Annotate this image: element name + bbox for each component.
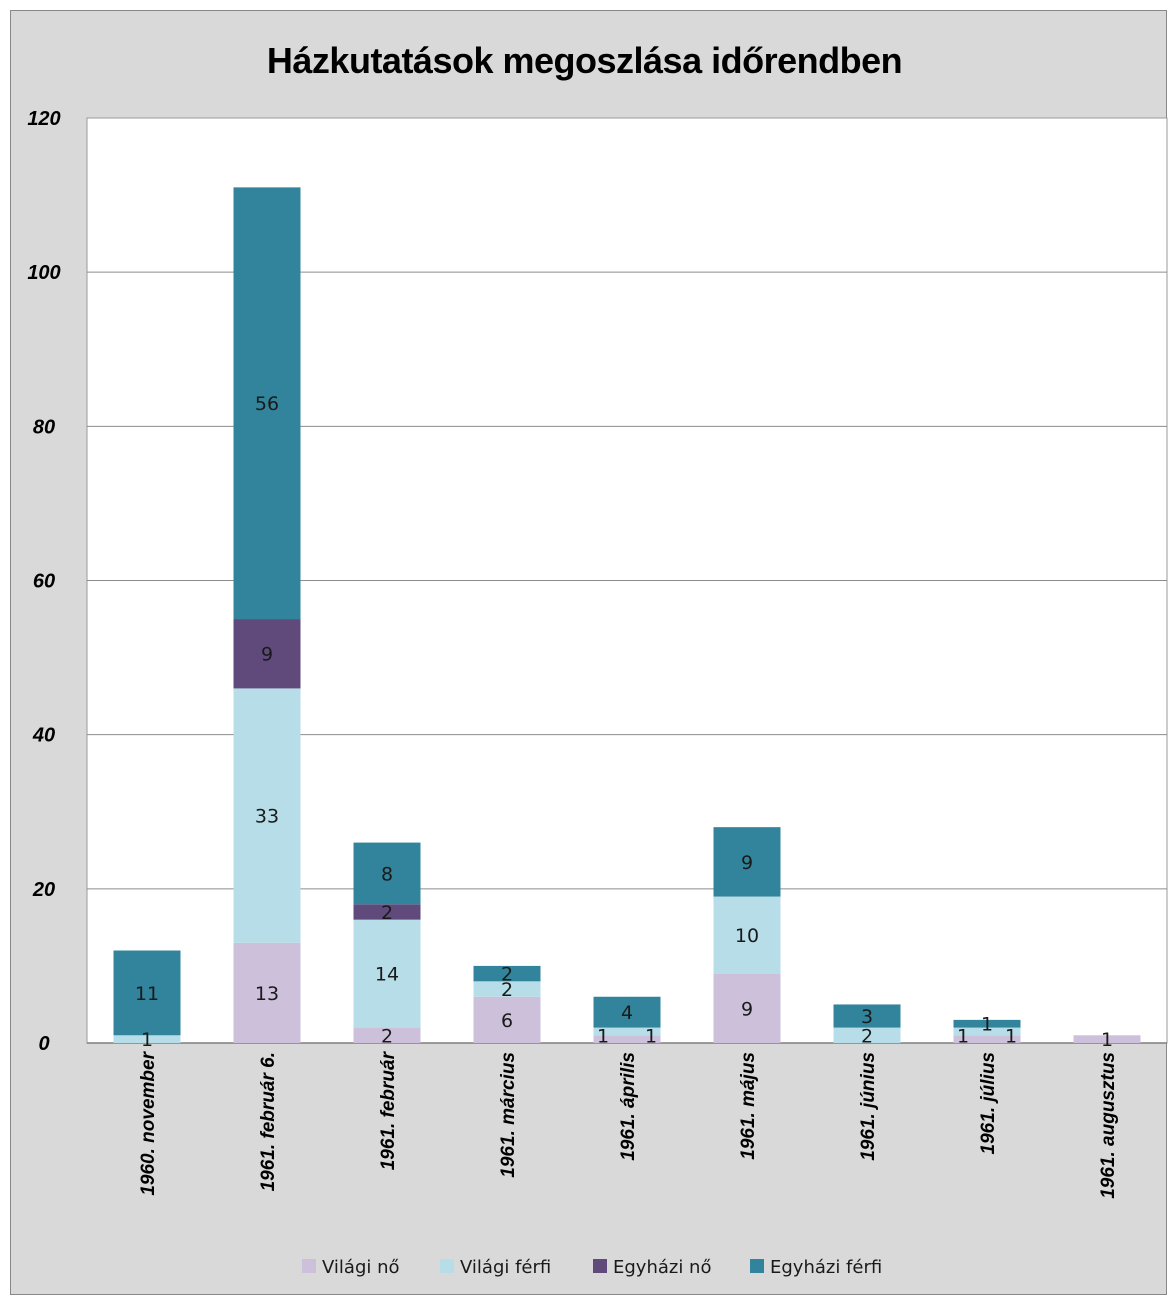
y-tick-label-80: 80	[33, 416, 55, 438]
data-label-5-series-0: 9	[741, 998, 753, 1020]
bar-4-series-1	[593, 1027, 661, 1036]
x-tick-label-6: 1961. június	[858, 1052, 879, 1161]
data-label-1-series-2: 9	[261, 644, 273, 666]
bar-7-series-0	[953, 1035, 1021, 1043]
data-label-4-series-0: 1	[597, 1025, 609, 1047]
data-label-3-series-3: 2	[501, 964, 513, 986]
data-label-4-series-1: 1	[645, 1025, 657, 1047]
bar-5-series-0	[713, 973, 781, 1043]
bar-6-series-3	[833, 1004, 901, 1028]
data-label-6-series-1: 2	[861, 1025, 873, 1047]
legend-label-0: Világi nő	[322, 1257, 400, 1278]
y-tick-label-120: 120	[27, 108, 60, 130]
data-label-1-series-0: 13	[255, 983, 279, 1005]
bar-4-series-0	[593, 1035, 661, 1043]
x-tick-label-3: 1961. március	[498, 1052, 519, 1178]
legend-swatch-1	[440, 1259, 454, 1273]
bar-3-series-3	[473, 965, 541, 982]
legend-label-1: Világi férfi	[460, 1257, 551, 1278]
y-tick-label-0: 0	[38, 1033, 49, 1055]
data-label-5-series-1: 10	[735, 925, 759, 947]
bar-2-series-0	[353, 1027, 421, 1043]
bar-0-series-3	[113, 950, 181, 1036]
legend-label-3: Egyházi férfi	[770, 1257, 882, 1278]
data-label-4-series-3: 4	[621, 1002, 633, 1024]
data-label-7-series-3: 1	[981, 1014, 993, 1036]
bar-1-series-0	[233, 942, 301, 1043]
data-label-0-series-3: 11	[135, 983, 159, 1005]
data-label-3-series-1: 2	[501, 979, 513, 1001]
bar-3-series-1	[473, 981, 541, 997]
bar-6-series-1	[833, 1027, 901, 1043]
bar-3-series-0	[473, 996, 541, 1043]
bar-7-series-3	[953, 1019, 1021, 1028]
x-tick-label-1: 1961. február 6.	[258, 1052, 279, 1191]
x-tick-label-4: 1961. április	[618, 1052, 639, 1161]
data-label-1-series-1: 33	[255, 806, 279, 828]
bar-7-series-1	[953, 1027, 1021, 1036]
bar-1-series-3	[233, 187, 301, 620]
data-label-1-series-3: 56	[255, 393, 279, 415]
bar-2-series-1	[353, 919, 421, 1028]
chart-title: Házkutatások megoszlása időrendben	[266, 40, 903, 81]
legend-swatch-2	[593, 1259, 607, 1273]
bar-5-series-1	[713, 896, 781, 974]
y-tick-label-40: 40	[32, 725, 55, 747]
data-label-8-series-0: 1	[1101, 1029, 1113, 1051]
data-label-7-series-1: 1	[1005, 1025, 1017, 1047]
bar-1-series-2	[233, 619, 301, 689]
data-label-2-series-3: 8	[381, 863, 393, 885]
bar-4-series-3	[593, 996, 661, 1028]
bar-2-series-2	[353, 904, 421, 920]
bar-1-series-1	[233, 688, 301, 943]
y-tick-label-20: 20	[32, 879, 55, 901]
data-label-3-series-0: 6	[501, 1010, 513, 1032]
data-label-6-series-3: 3	[861, 1006, 873, 1028]
x-tick-label-5: 1961. május	[738, 1052, 759, 1160]
legend-swatch-0	[302, 1259, 316, 1273]
bar-0-series-1	[113, 1035, 181, 1043]
data-label-2-series-2: 2	[381, 902, 393, 924]
data-label-2-series-0: 2	[381, 1025, 393, 1047]
bar-2-series-3	[353, 842, 421, 905]
x-tick-label-8: 1961. augusztus	[1098, 1052, 1119, 1199]
x-tick-label-7: 1961. július	[978, 1052, 999, 1154]
y-tick-label-100: 100	[27, 262, 60, 284]
x-tick-label-0: 1960. november	[138, 1050, 159, 1195]
legend-swatch-3	[750, 1259, 764, 1273]
data-label-2-series-1: 14	[375, 964, 399, 986]
legend-label-2: Egyházi nő	[613, 1257, 711, 1278]
bar-8-series-0	[1073, 1035, 1141, 1043]
x-tick-label-2: 1961. február	[378, 1050, 399, 1170]
data-label-5-series-3: 9	[741, 852, 753, 874]
data-label-0-series-1: 1	[141, 1029, 153, 1051]
y-tick-label-60: 60	[33, 571, 55, 593]
bar-5-series-3	[713, 827, 781, 897]
data-label-7-series-0: 1	[957, 1025, 969, 1047]
